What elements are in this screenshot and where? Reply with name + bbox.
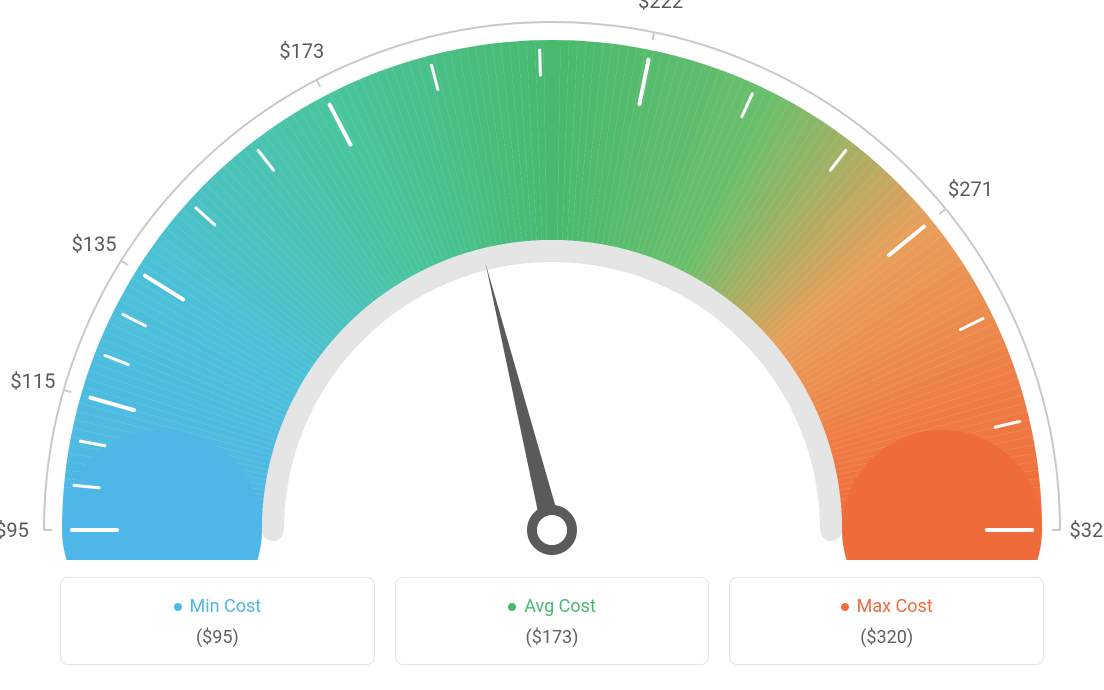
legend-card-max: Max Cost ($320) <box>729 577 1044 666</box>
dot-icon <box>508 603 516 611</box>
gauge-tick-label: $271 <box>948 177 993 201</box>
dot-icon <box>841 603 849 611</box>
legend-label: Avg Cost <box>524 596 596 617</box>
gauge-tick-label: $173 <box>279 39 324 63</box>
gauge-tick-label: $95 <box>0 518 29 542</box>
legend-value: ($320) <box>740 627 1033 648</box>
legend-card-avg: Avg Cost ($173) <box>395 577 710 666</box>
legend-label: Max Cost <box>857 596 933 617</box>
legend-card-min: Min Cost ($95) <box>60 577 375 666</box>
gauge-tick-label: $320 <box>1070 518 1104 542</box>
legend-row: Min Cost ($95) Avg Cost ($173) Max Cost … <box>60 577 1044 666</box>
legend-value: ($95) <box>71 627 364 648</box>
legend-label: Min Cost <box>190 596 262 617</box>
legend-value: ($173) <box>406 627 699 648</box>
gauge-tick-label: $115 <box>10 369 55 393</box>
gauge-tick-label: $222 <box>638 0 683 13</box>
dot-icon <box>174 603 182 611</box>
legend-title-min: Min Cost <box>174 596 262 617</box>
legend-title-avg: Avg Cost <box>508 596 596 617</box>
cost-gauge: $95 $115 $135 $173 $222 $271 $320 <box>0 0 1104 560</box>
gauge-tick-label: $135 <box>72 232 117 256</box>
gauge-svg <box>0 0 1104 560</box>
legend-title-max: Max Cost <box>841 596 933 617</box>
